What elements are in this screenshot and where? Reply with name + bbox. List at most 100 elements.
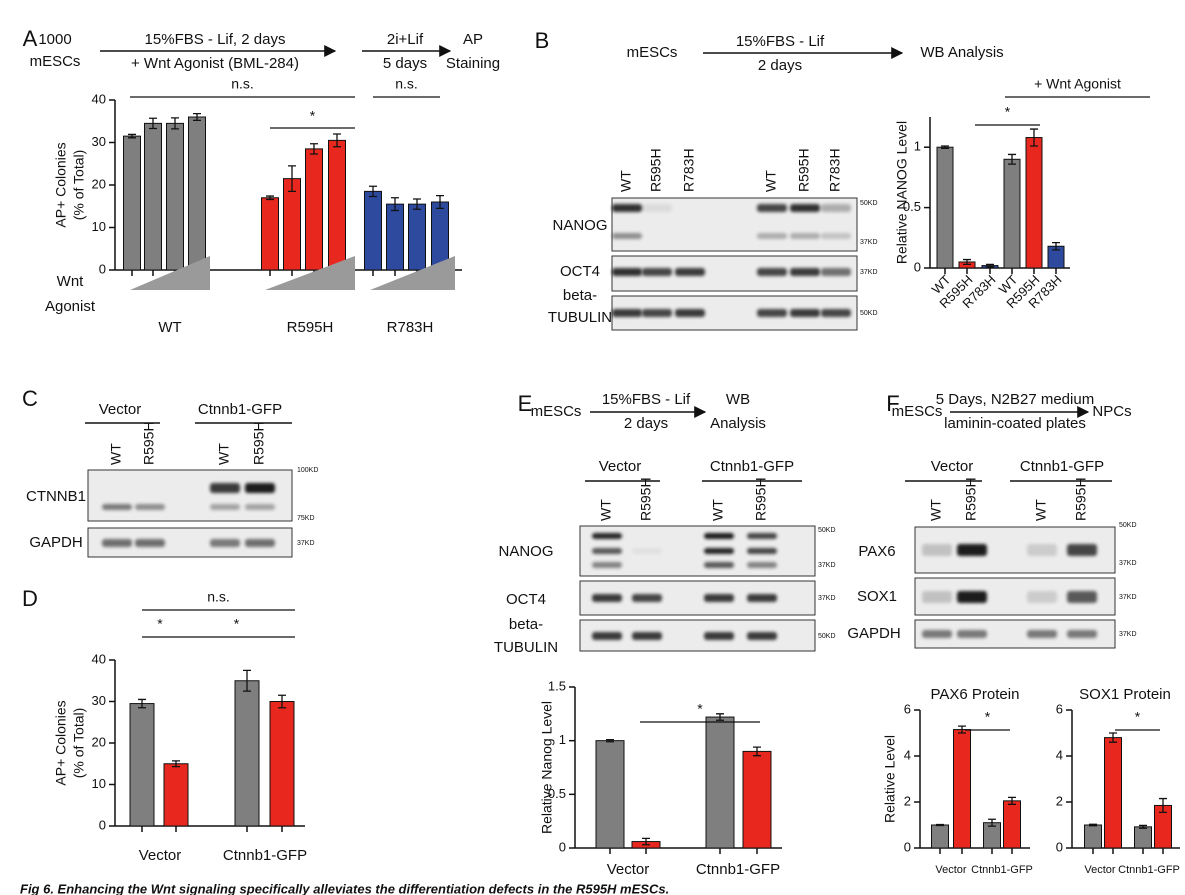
blot-band	[245, 504, 275, 510]
blot-band	[642, 204, 672, 212]
error-bar	[138, 698, 146, 709]
blot-band	[821, 204, 851, 212]
label: WB Analysis	[920, 44, 1003, 61]
y-axis-label: Relative Level	[882, 735, 898, 823]
blot-band	[210, 504, 240, 510]
blot-band	[245, 539, 275, 547]
error-bar	[243, 669, 251, 692]
y-tick-label: 1	[559, 732, 566, 747]
lane-label: R595H	[796, 148, 812, 192]
label: NANOG	[552, 217, 607, 234]
group-label: Vector	[935, 864, 967, 876]
group-label: Ctnnb1-GFP	[971, 864, 1033, 876]
blot-band	[757, 233, 787, 239]
bar	[595, 740, 625, 849]
bar	[705, 716, 735, 849]
blot-band	[704, 533, 734, 539]
marker-label: 37KD	[860, 239, 878, 246]
blot-band	[592, 548, 622, 554]
blot-band	[922, 544, 952, 556]
blot-band	[210, 539, 240, 547]
blot-band	[747, 594, 777, 602]
label: 5 days	[383, 55, 427, 72]
bar	[123, 135, 141, 271]
annotation: *	[1005, 104, 1011, 120]
error-bar	[369, 185, 377, 198]
label: mESCs	[531, 403, 582, 420]
blot-band	[1027, 544, 1057, 556]
error-bar	[333, 133, 341, 148]
annotation: *	[697, 701, 703, 717]
blot-band	[790, 233, 820, 239]
blot-band	[675, 268, 705, 276]
lane-label: R595H	[638, 477, 654, 521]
y-axis-label: Relative NANOG Level	[894, 121, 910, 264]
lane-label: R783H	[681, 148, 697, 192]
y-axis-label: (% of Total)	[71, 708, 87, 779]
y-tick-label: 0.5	[903, 199, 921, 214]
lane-label: WT	[598, 499, 614, 521]
bar	[408, 203, 426, 271]
marker-label: 50KD	[1119, 522, 1137, 529]
bar	[328, 139, 346, 271]
error-bar	[391, 197, 399, 212]
group-label: R595H	[287, 319, 334, 336]
error-bar	[288, 165, 296, 193]
error-bar	[266, 195, 274, 201]
label: 15%FBS - Lif	[602, 391, 691, 408]
error-bar	[310, 143, 318, 155]
label: TUBULIN	[494, 639, 558, 656]
y-tick-label: 1.5	[548, 678, 566, 693]
blot-band	[821, 233, 851, 239]
error-bar	[436, 194, 444, 210]
label: 15%FBS - Lif, 2 days	[145, 31, 286, 48]
blot-band	[632, 632, 662, 640]
annotation: n.s.	[207, 589, 230, 605]
blot-band	[675, 309, 705, 317]
blot	[87, 469, 293, 522]
group-label: Vector	[607, 861, 650, 878]
blot-band	[957, 591, 987, 603]
error-bar	[171, 117, 179, 130]
bar	[1084, 824, 1102, 849]
blot-band	[632, 548, 662, 554]
y-tick-label: 1	[914, 139, 921, 154]
label: + Wnt Agonist (BML-284)	[131, 55, 299, 72]
blot-band	[1067, 544, 1097, 556]
lane-label: WT	[710, 499, 726, 521]
blot-band	[821, 268, 851, 276]
error-bar	[753, 746, 761, 757]
blot-band	[747, 632, 777, 640]
error-bar	[413, 198, 421, 210]
error-bar	[1139, 824, 1147, 829]
lane-label: WT	[216, 443, 232, 465]
group-label: Ctnnb1-GFP	[223, 847, 307, 864]
y-tick-label: 40	[92, 651, 106, 666]
label: Ctnnb1-GFP	[710, 458, 794, 475]
panel-letter: E	[518, 391, 533, 416]
label: laminin-coated plates	[944, 415, 1086, 432]
y-tick-label: 30	[92, 693, 106, 708]
y-tick-label: 2	[1056, 793, 1063, 808]
blot-band	[1067, 591, 1097, 603]
blot-band	[922, 591, 952, 603]
blot-band	[612, 268, 642, 276]
blot-band	[790, 204, 820, 212]
y-tick-label: 0	[99, 261, 106, 276]
error-bar	[941, 145, 949, 150]
y-tick-label: 0	[914, 259, 921, 274]
bar	[742, 750, 772, 849]
error-bar	[936, 823, 944, 827]
marker-label: 75KD	[297, 515, 315, 522]
agonist-wedge	[130, 256, 210, 290]
error-bar	[1008, 153, 1016, 165]
bar	[129, 703, 155, 827]
blot-band	[757, 309, 787, 317]
group-label: Vector	[139, 847, 182, 864]
marker-label: 37KD	[1119, 560, 1137, 567]
blot-band	[245, 483, 275, 493]
error-bar	[1030, 128, 1038, 147]
lane-label: WT	[618, 170, 634, 192]
blot-band	[790, 309, 820, 317]
marker-label: 37KD	[1119, 594, 1137, 601]
